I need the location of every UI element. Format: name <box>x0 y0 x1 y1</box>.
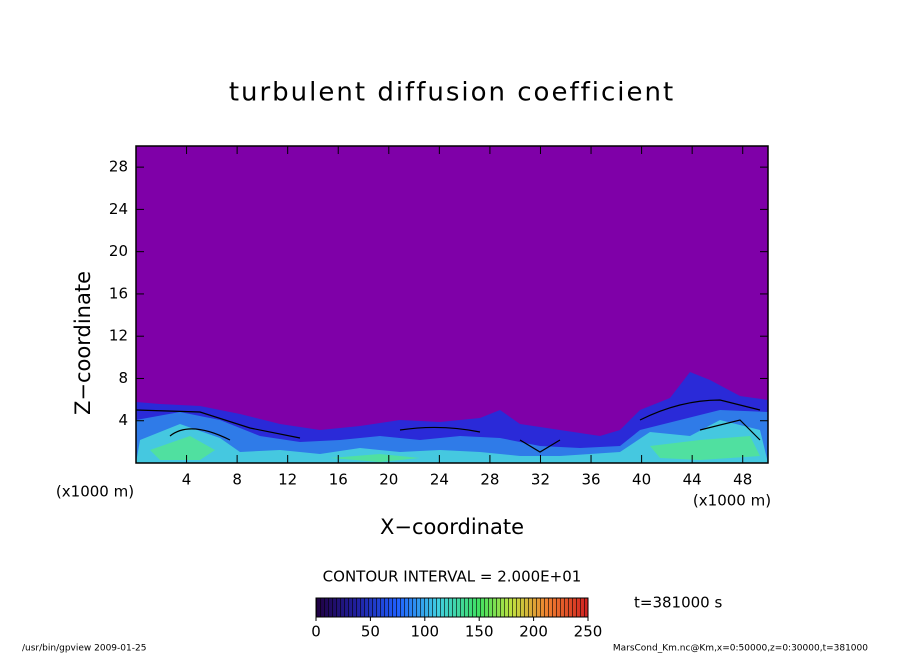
colorbar-tick-label: 150 <box>465 623 494 641</box>
x-tick-label: 48 <box>733 471 752 489</box>
chart-title: turbulent diffusion coefficient <box>229 78 675 108</box>
colorbar-frame <box>315 597 589 618</box>
x-tick-label: 32 <box>531 471 550 489</box>
x-axis-label: X−coordinate <box>380 515 524 539</box>
colorbar-tick-label: 0 <box>311 623 321 641</box>
x-tick-label: 20 <box>379 471 398 489</box>
x-tick-label: 36 <box>581 471 600 489</box>
y-tick-label: 12 <box>109 327 128 345</box>
field <box>136 146 768 463</box>
y-unit: (x1000 m) <box>56 483 134 501</box>
footer-right: MarsCond_Km.nc@Km,x=0:50000,z=0:30000,t=… <box>613 644 868 654</box>
x-tick-label: 44 <box>683 471 702 489</box>
plot-frame <box>135 145 769 464</box>
x-tick-label: 16 <box>329 471 348 489</box>
y-tick-label: 28 <box>109 158 128 176</box>
x-unit: (x1000 m) <box>693 492 771 510</box>
footer-left: /usr/bin/gpview 2009-01-25 <box>22 644 146 654</box>
x-tick-label: 4 <box>182 471 192 489</box>
x-tick-label: 28 <box>480 471 499 489</box>
y-tick-label: 16 <box>109 284 128 302</box>
y-tick-label: 4 <box>118 411 128 429</box>
colorbar-tick-label: 100 <box>410 623 439 641</box>
x-tick-label: 40 <box>632 471 651 489</box>
y-tick-label: 24 <box>109 200 128 218</box>
x-tick-label: 12 <box>278 471 297 489</box>
x-tick-label: 24 <box>430 471 449 489</box>
time-label: t=381000 s <box>634 594 722 612</box>
x-tick-label: 8 <box>232 471 242 489</box>
y-tick-label: 8 <box>118 369 128 387</box>
y-tick-label: 20 <box>109 242 128 260</box>
contour-interval: CONTOUR INTERVAL = 2.000E+01 <box>323 568 582 586</box>
colorbar-tick-label: 50 <box>361 623 380 641</box>
y-axis-label: Z−coordinate <box>71 271 95 415</box>
colorbar-tick-label: 200 <box>519 623 548 641</box>
colorbar-tick-label: 250 <box>574 623 603 641</box>
